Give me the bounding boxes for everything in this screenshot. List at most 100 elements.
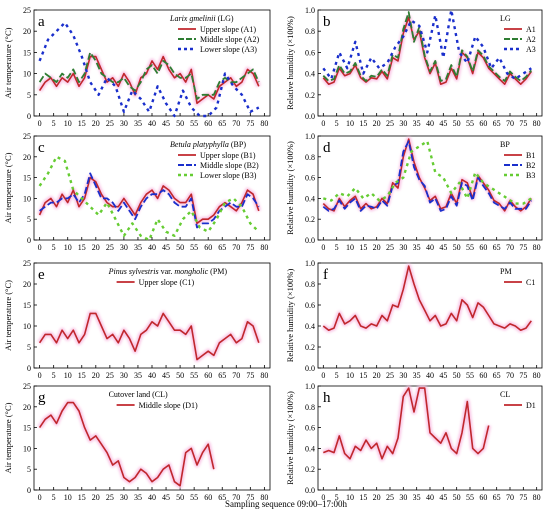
y-tick-label: 1.0: [305, 6, 315, 15]
y-tick-label: 0.4: [305, 70, 315, 79]
y-tick-label: 0.4: [305, 444, 315, 453]
legend-entry: D1: [526, 401, 536, 410]
y-axis-label: Air temperature (°C): [3, 152, 13, 223]
y-tick-label: 0.0: [305, 364, 315, 373]
series-line-d1: [323, 387, 490, 460]
y-tick-label: 0.0: [305, 112, 315, 121]
x-tick-label: 75: [246, 243, 254, 252]
x-tick-label: 0: [38, 243, 42, 252]
y-tick-label: 5: [27, 215, 31, 224]
x-tick-label: 15: [359, 243, 367, 252]
x-tick-label: 10: [64, 493, 72, 502]
y-tick-label: 1.0: [305, 259, 315, 268]
x-tick-label: 0: [321, 243, 325, 252]
x-tick-label: 80: [533, 371, 541, 380]
legend-title: BP: [500, 140, 510, 149]
x-tick-label: 55: [466, 493, 474, 502]
y-tick-label: 0.8: [305, 403, 315, 412]
y-tick-label: 20: [23, 27, 31, 36]
y-axis-label: Relative humidity (×100%): [285, 269, 295, 363]
x-tick-label: 60: [204, 119, 212, 128]
x-tick-label: 55: [466, 119, 474, 128]
panel-h: 0.0 0.2 0.4 0.6 0.8 1.0 0 5 10 15 20 25 30 35 40 45 50 55…: [285, 382, 543, 502]
y-tick-label: 0.2: [305, 343, 315, 352]
y-tick-label: 0: [27, 486, 31, 495]
panel-letter: f: [323, 267, 328, 283]
plot-frame: [317, 385, 543, 491]
x-tick-label: 60: [204, 243, 212, 252]
x-tick-label: 60: [479, 493, 487, 502]
x-tick-label: 55: [190, 371, 198, 380]
x-tick-label: 10: [64, 243, 72, 252]
series-line-b2: [39, 172, 260, 229]
panel-e: 0 5 10 15 20 25 0 5 10 15 20 25 30 35 40 45 50 55 60 65 70 75…: [3, 259, 271, 380]
x-tick-label: 0: [38, 493, 42, 502]
x-tick-label: 40: [148, 243, 156, 252]
x-tick-label: 25: [106, 493, 114, 502]
y-tick-label: 15: [23, 301, 31, 310]
x-tick-label: 10: [64, 371, 72, 380]
x-tick-label: 75: [246, 371, 254, 380]
x-tick-label: 30: [399, 493, 407, 502]
x-tick-label: 55: [466, 371, 474, 380]
panel-letter: c: [38, 140, 45, 156]
y-tick-label: 0.2: [305, 91, 315, 100]
series-line-b2: [322, 140, 533, 212]
x-tick-label: 0: [321, 119, 325, 128]
y-axis-label: Air temperature (°C): [3, 402, 13, 473]
x-axis-label: Sampling sequence 09:00–17:00h: [225, 499, 347, 509]
y-tick-label: 0: [27, 364, 31, 373]
series-line-a2: [38, 51, 260, 100]
x-tick-label: 80: [533, 119, 541, 128]
x-tick-label: 5: [52, 119, 56, 128]
x-tick-label: 60: [479, 119, 487, 128]
legend: Pinus sylvestris var. mongholic (PM) Uppe…: [108, 267, 228, 287]
y-tick-label: 0: [27, 112, 31, 121]
x-tick-label: 25: [386, 119, 394, 128]
x-tick-label: 65: [218, 493, 226, 502]
x-tick-label: 55: [190, 493, 198, 502]
legend-entry: B3: [526, 171, 535, 180]
x-tick-label: 40: [426, 119, 434, 128]
x-tick-label: 35: [134, 493, 142, 502]
x-tick-label: 40: [148, 493, 156, 502]
panel-c: 0 5 10 15 20 25 0 5 10 15 20 25 30 35 40 45 50 55 60 65 70 75…: [3, 132, 271, 252]
y-tick-label: 25: [23, 6, 31, 15]
y-tick-label: 10: [23, 70, 31, 79]
legend-entry: Middle slope (B2): [200, 161, 259, 170]
x-tick-label: 40: [148, 371, 156, 380]
x-tick-label: 50: [453, 493, 461, 502]
y-tick-label: 20: [23, 403, 31, 412]
x-tick-label: 35: [134, 371, 142, 380]
x-tick-label: 25: [386, 493, 394, 502]
plot-frame: [317, 135, 543, 241]
y-tick-label: 20: [23, 280, 31, 289]
y-tick-label: 25: [23, 259, 31, 268]
series-line-c1: [322, 265, 532, 332]
legend-entry: A3: [526, 45, 536, 54]
legend-title: Pinus sylvestris var. mongholic (PM): [108, 267, 228, 276]
x-tick-label: 75: [519, 371, 527, 380]
x-tick-label: 35: [413, 243, 421, 252]
x-tick-label: 65: [493, 119, 501, 128]
x-tick-label: 25: [386, 371, 394, 380]
y-tick-label: 0.8: [305, 280, 315, 289]
legend-entry: C1: [526, 278, 535, 287]
y-tick-label: 5: [27, 91, 31, 100]
y-tick-label: 0.6: [305, 174, 315, 183]
x-tick-label: 75: [519, 119, 527, 128]
series-glow-c1: [37, 310, 262, 363]
x-tick-label: 25: [106, 119, 114, 128]
x-tick-label: 65: [218, 371, 226, 380]
x-tick-label: 45: [439, 493, 447, 502]
x-tick-label: 20: [373, 371, 381, 380]
x-tick-label: 65: [218, 243, 226, 252]
x-tick-label: 40: [426, 493, 434, 502]
legend-entry: B2: [526, 161, 535, 170]
x-tick-label: 15: [78, 243, 86, 252]
y-tick-label: 0.6: [305, 48, 315, 57]
y-tick-label: 10: [23, 444, 31, 453]
y-tick-label: 0.0: [305, 486, 315, 495]
x-tick-label: 30: [399, 371, 407, 380]
